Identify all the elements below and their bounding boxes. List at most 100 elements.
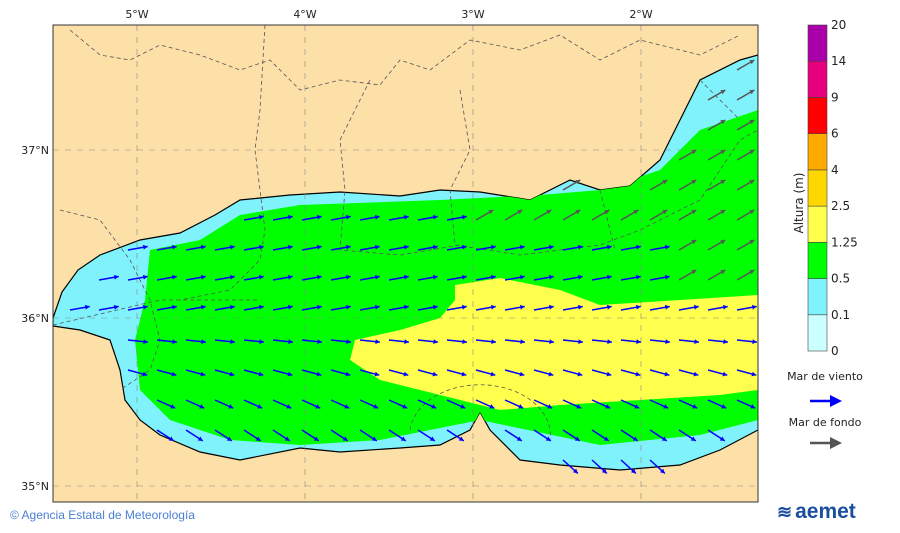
wave-arrow [475, 274, 496, 281]
wave-arrow [98, 274, 119, 281]
wave-arrow [707, 399, 727, 409]
wave-arrow [301, 274, 322, 281]
aemet-logo-text: aemet [795, 500, 856, 523]
wave-arrow [359, 214, 380, 221]
wave-arrow [359, 304, 380, 311]
wave-arrow [562, 244, 583, 251]
wave-arrow [533, 304, 554, 311]
wave-arrow [475, 369, 496, 377]
wave-arrow [446, 214, 467, 221]
wave-arrow [591, 244, 612, 251]
wave-arrow [243, 429, 262, 442]
wave-arrow [649, 459, 666, 474]
wave-arrow [533, 429, 552, 442]
wave-arrow [591, 399, 611, 409]
wave-arrow [156, 274, 177, 281]
wave-arrow [678, 149, 697, 161]
aemet-logo-icon: ≋ [777, 501, 793, 522]
wave-arrow [591, 429, 610, 442]
wave-arrow [475, 339, 496, 345]
wave-arrow [446, 339, 467, 345]
wave-arrow [214, 274, 235, 281]
wave-arrow [272, 339, 293, 345]
colorbar-swatch [807, 133, 828, 171]
wave-arrow [214, 399, 234, 409]
wave-arrow [330, 339, 351, 345]
colorbar-swatch [807, 60, 828, 98]
wave-arrow [707, 339, 728, 345]
wave-arrow [678, 239, 697, 251]
wave-arrow [533, 369, 554, 377]
wave-arrow [156, 244, 177, 251]
wave-arrow [243, 274, 264, 281]
wave-arrow [446, 304, 467, 311]
wave-arrow [707, 179, 726, 191]
wave-arrow [736, 269, 755, 281]
lat-tick: 37°N [21, 144, 49, 157]
wave-arrow [330, 429, 349, 442]
wave-arrow [620, 429, 639, 442]
province-borders [53, 25, 758, 441]
wave-arrow [562, 339, 583, 345]
wave-arrow [475, 244, 496, 251]
wave-arrow [330, 244, 351, 251]
wave-arrow [562, 369, 583, 377]
wave-arrow [591, 339, 612, 345]
wave-arrow [504, 399, 524, 409]
wave-arrow [504, 244, 525, 251]
wave-arrow [446, 274, 467, 281]
wave-arrow [243, 214, 264, 221]
wave-arrow [736, 399, 756, 409]
wave-arrow [533, 339, 554, 345]
wave-arrow [185, 339, 206, 345]
wave-arrow [707, 269, 726, 281]
wave-arrow [649, 209, 668, 221]
wave-arrow [707, 149, 726, 161]
wave-arrow [620, 459, 637, 474]
wave-arrow [214, 429, 233, 442]
wave-arrow [301, 244, 322, 251]
wave-arrow [359, 339, 380, 345]
wave-arrow [417, 244, 438, 251]
wave-arrow [678, 429, 697, 442]
wave-arrow [475, 209, 494, 221]
wave-arrow [330, 214, 351, 221]
lon-tick: 3°W [461, 8, 484, 21]
wave-arrow [301, 399, 321, 409]
wave-arrow [620, 209, 639, 221]
wave-arrow [243, 304, 264, 311]
wave-arrow [185, 274, 206, 281]
wave-arrow [649, 399, 669, 409]
wave-arrow [127, 274, 148, 281]
wave-arrow [127, 339, 148, 345]
wave-arrow [562, 179, 581, 191]
wave-arrow [736, 179, 755, 191]
wave-arrow [388, 369, 409, 377]
wave-arrow [185, 304, 206, 311]
wave-arrow [359, 244, 380, 251]
wave-arrow [156, 339, 177, 345]
wave-arrow [243, 399, 263, 409]
wave-arrow [446, 399, 466, 409]
wave-arrow [185, 399, 205, 409]
wave-arrow [359, 274, 380, 281]
wave-arrow [707, 239, 726, 251]
lat-tick: 36°N [21, 312, 49, 325]
colorbar-swatch [807, 242, 828, 279]
copyright-text: © Agencia Estatal de Meteorología [10, 508, 195, 522]
lon-tick: 2°W [629, 8, 652, 21]
colorbar-title: Altura (m) [792, 172, 806, 233]
lon-tick: 5°W [125, 8, 148, 21]
wave-arrow [214, 304, 235, 311]
wave-arrow [504, 369, 525, 377]
wave-arrow [736, 209, 755, 221]
wave-arrow [127, 244, 148, 251]
wave-arrow [98, 304, 119, 311]
wave-arrow [562, 274, 583, 281]
wave-arrow [649, 304, 670, 311]
colorbar-tick: 0 [831, 344, 839, 358]
wave-arrow [388, 214, 409, 221]
colorbar-tick: 4 [831, 163, 839, 177]
wave-arrow [417, 399, 437, 409]
wave-arrow [678, 304, 699, 311]
